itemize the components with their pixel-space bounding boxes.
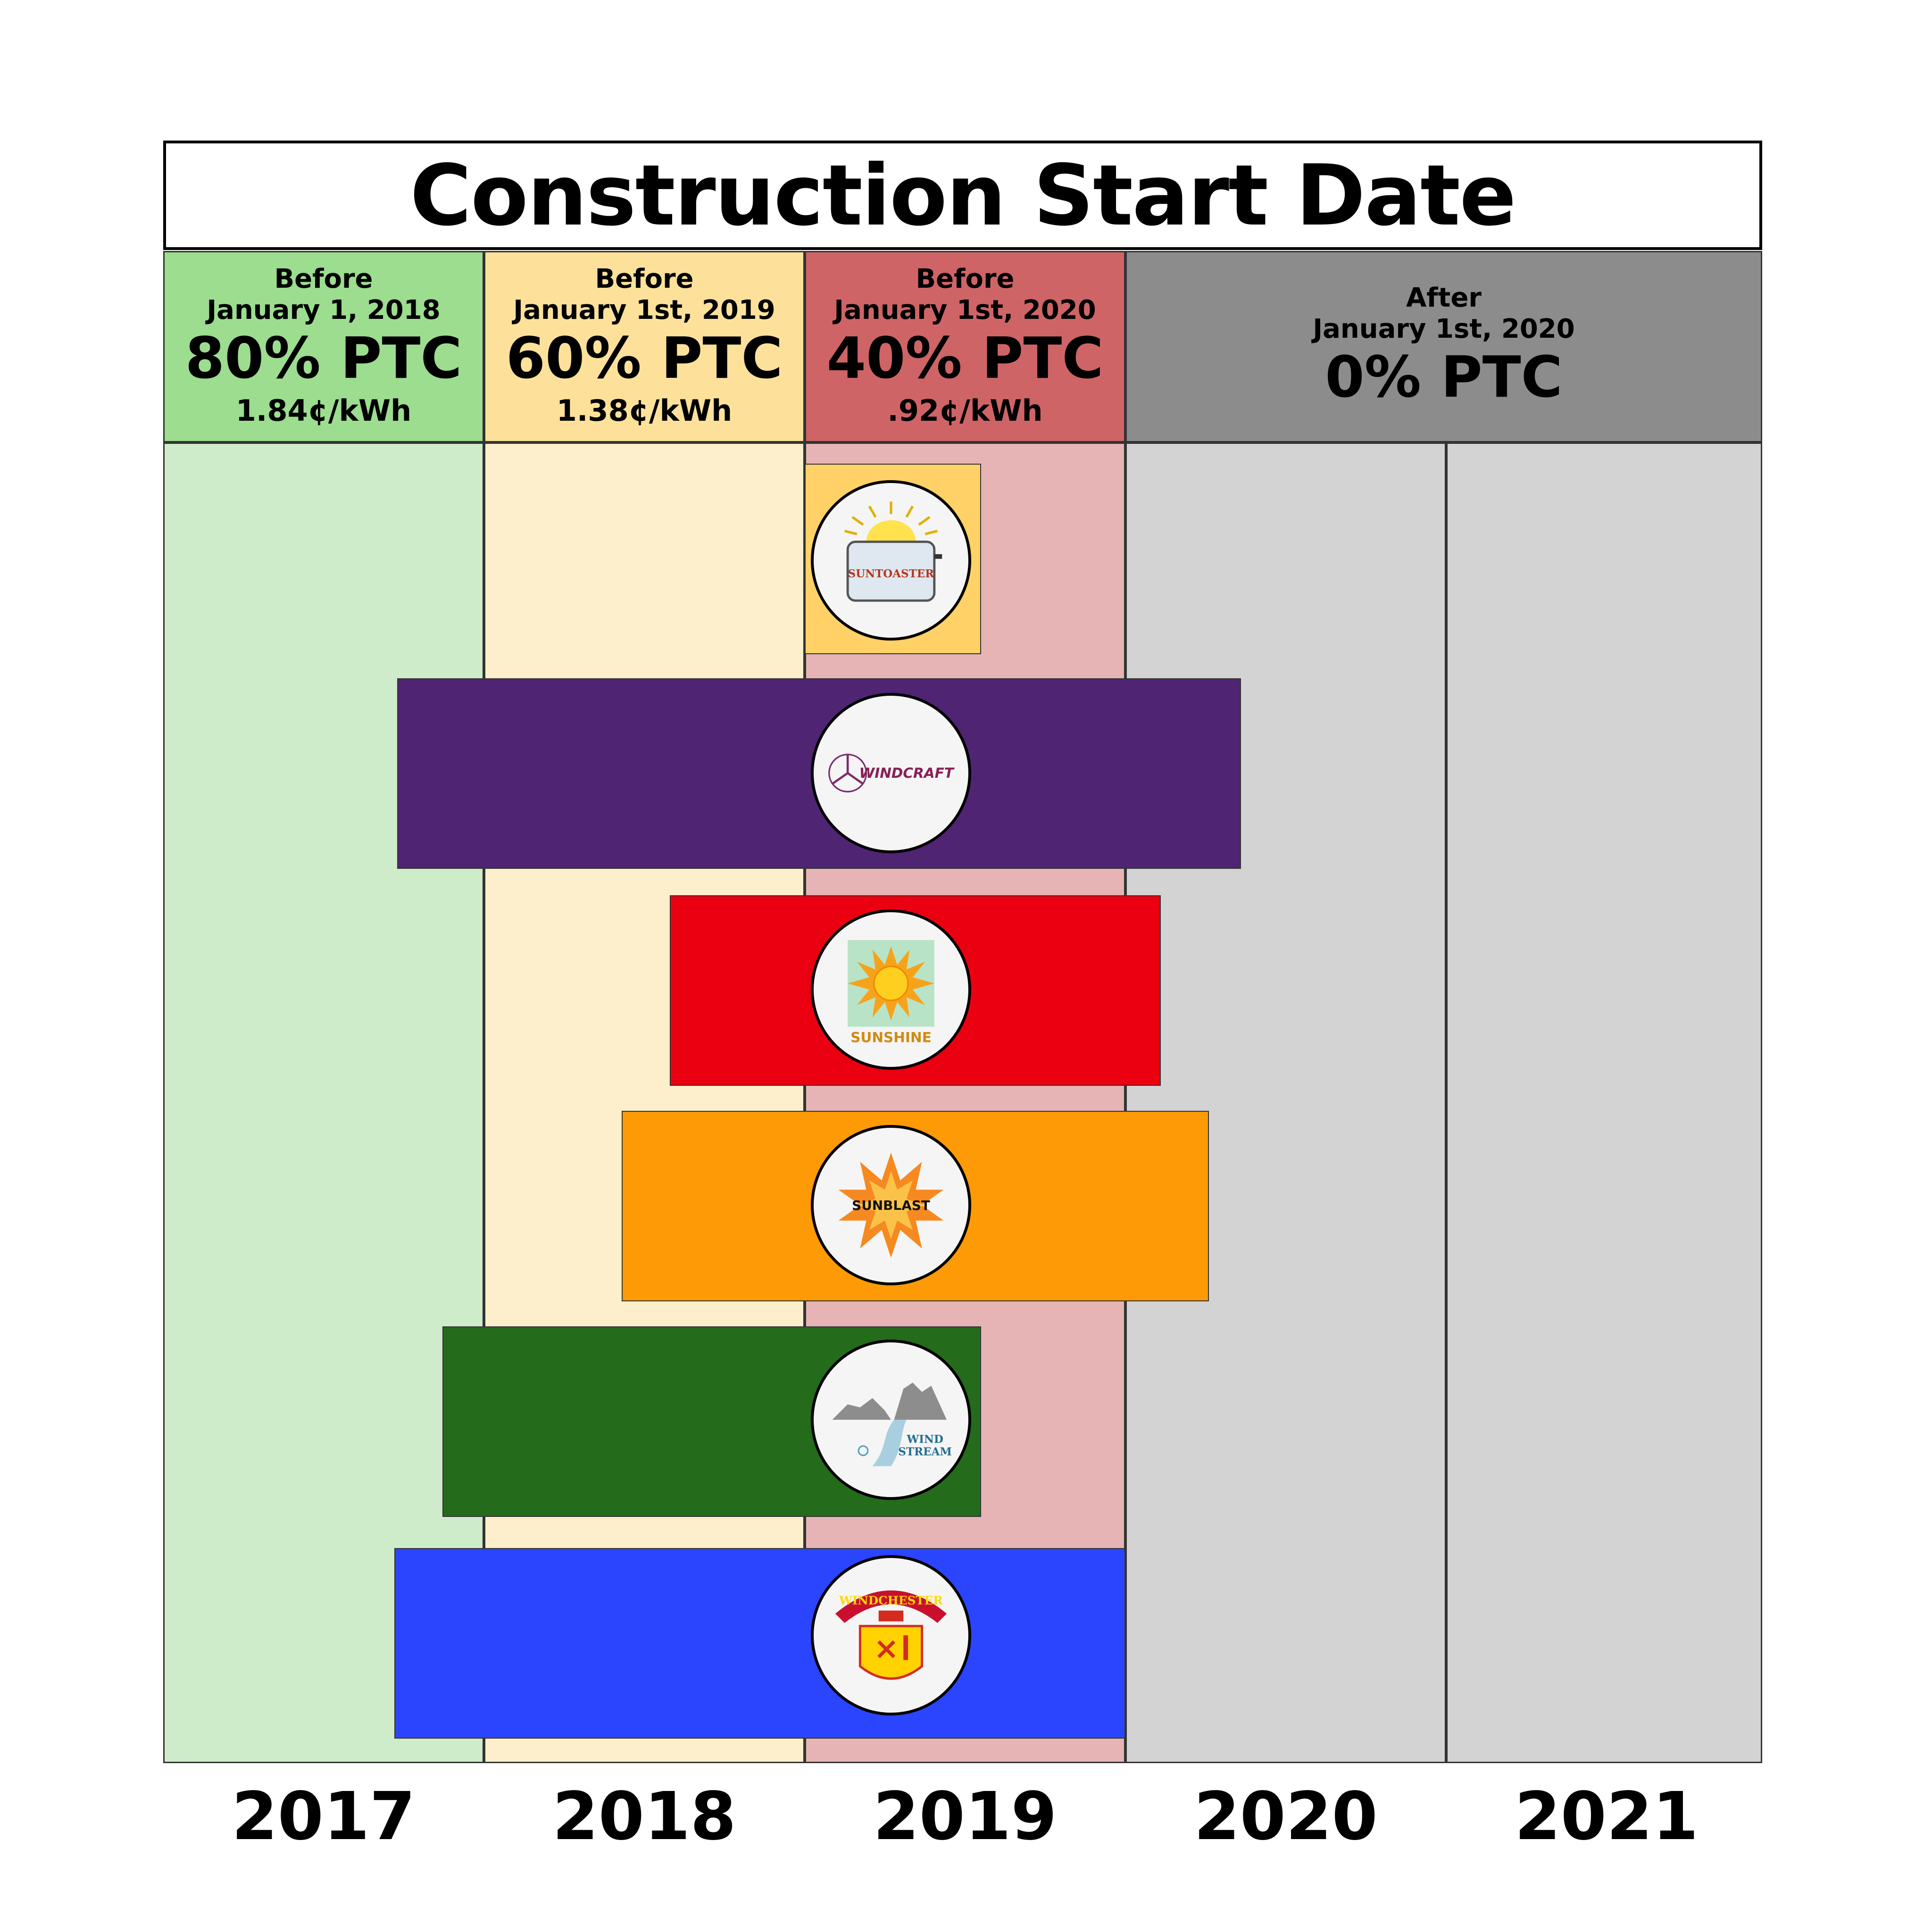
sunshine-logo: SUNSHINE	[811, 909, 971, 1070]
zone-header-ptc: 60% PTC	[506, 326, 783, 391]
zone-header-rate: .92¢/kWh	[887, 393, 1043, 428]
windstream-logo: WIND STREAM	[811, 1340, 971, 1500]
zone-header-0-ptc: After January 1st, 2020 0% PTC	[1125, 251, 1762, 442]
zone-header-line2: January 1st, 2020	[834, 295, 1096, 325]
svg-text:STREAM: STREAM	[898, 1445, 951, 1458]
svg-text:SUNSHINE: SUNSHINE	[850, 1030, 932, 1046]
zone-header-line1: Before	[274, 264, 373, 294]
windchester-logo: WINDCHESTER	[811, 1555, 971, 1715]
svg-text:WINDCHESTER: WINDCHESTER	[839, 1593, 943, 1607]
zone-header-80-ptc: Before January 1, 2018 80% PTC 1.84¢/kWh	[163, 251, 484, 442]
zone-header-rate: 1.84¢/kWh	[235, 393, 412, 428]
suntoaster-logo: SUNTOASTER	[811, 480, 971, 641]
x-axis-tick-2021: 2021	[1515, 1778, 1699, 1855]
x-axis-tick-2020: 2020	[1194, 1778, 1378, 1855]
column-2020	[1125, 442, 1446, 1763]
zone-header-line2: January 1st, 2020	[1313, 314, 1575, 344]
zone-header-ptc: 40% PTC	[826, 326, 1104, 391]
zone-header-ptc: 0% PTC	[1325, 345, 1563, 410]
chart-title-box: Construction Start Date	[163, 141, 1762, 250]
zone-header-line1: Before	[916, 264, 1015, 294]
svg-text:SUNBLAST: SUNBLAST	[852, 1198, 930, 1213]
zone-header-ptc: 80% PTC	[185, 326, 462, 391]
column-2019	[805, 442, 1125, 1763]
zone-header-rate: 1.38¢/kWh	[556, 393, 733, 428]
sunblast-logo: SUNBLAST	[811, 1125, 971, 1285]
x-axis-tick-2017: 2017	[232, 1778, 416, 1855]
zone-header-line2: January 1st, 2019	[513, 295, 775, 325]
column-2017	[163, 442, 484, 1763]
zone-header-line1: Before	[595, 264, 694, 294]
svg-text:SUNTOASTER: SUNTOASTER	[848, 567, 935, 580]
zone-header-60-ptc: Before January 1st, 2019 60% PTC 1.38¢/k…	[484, 251, 805, 442]
zone-header-line1: After	[1406, 283, 1482, 313]
column-2018	[484, 442, 805, 1763]
windcraft-logo: WINDCRAFT	[811, 693, 971, 853]
x-axis-tick-2019: 2019	[873, 1778, 1057, 1855]
chart-title: Construction Start Date	[410, 146, 1516, 244]
svg-text:WINDCRAFT: WINDCRAFT	[859, 765, 955, 781]
x-axis-tick-2018: 2018	[552, 1778, 736, 1855]
column-2021	[1446, 442, 1762, 1763]
bar-windchester	[394, 1548, 1125, 1739]
zone-header-line2: January 1, 2018	[207, 295, 441, 325]
zone-header-40-ptc: Before January 1st, 2020 40% PTC .92¢/kW…	[805, 251, 1125, 442]
svg-text:WIND: WIND	[906, 1433, 943, 1446]
